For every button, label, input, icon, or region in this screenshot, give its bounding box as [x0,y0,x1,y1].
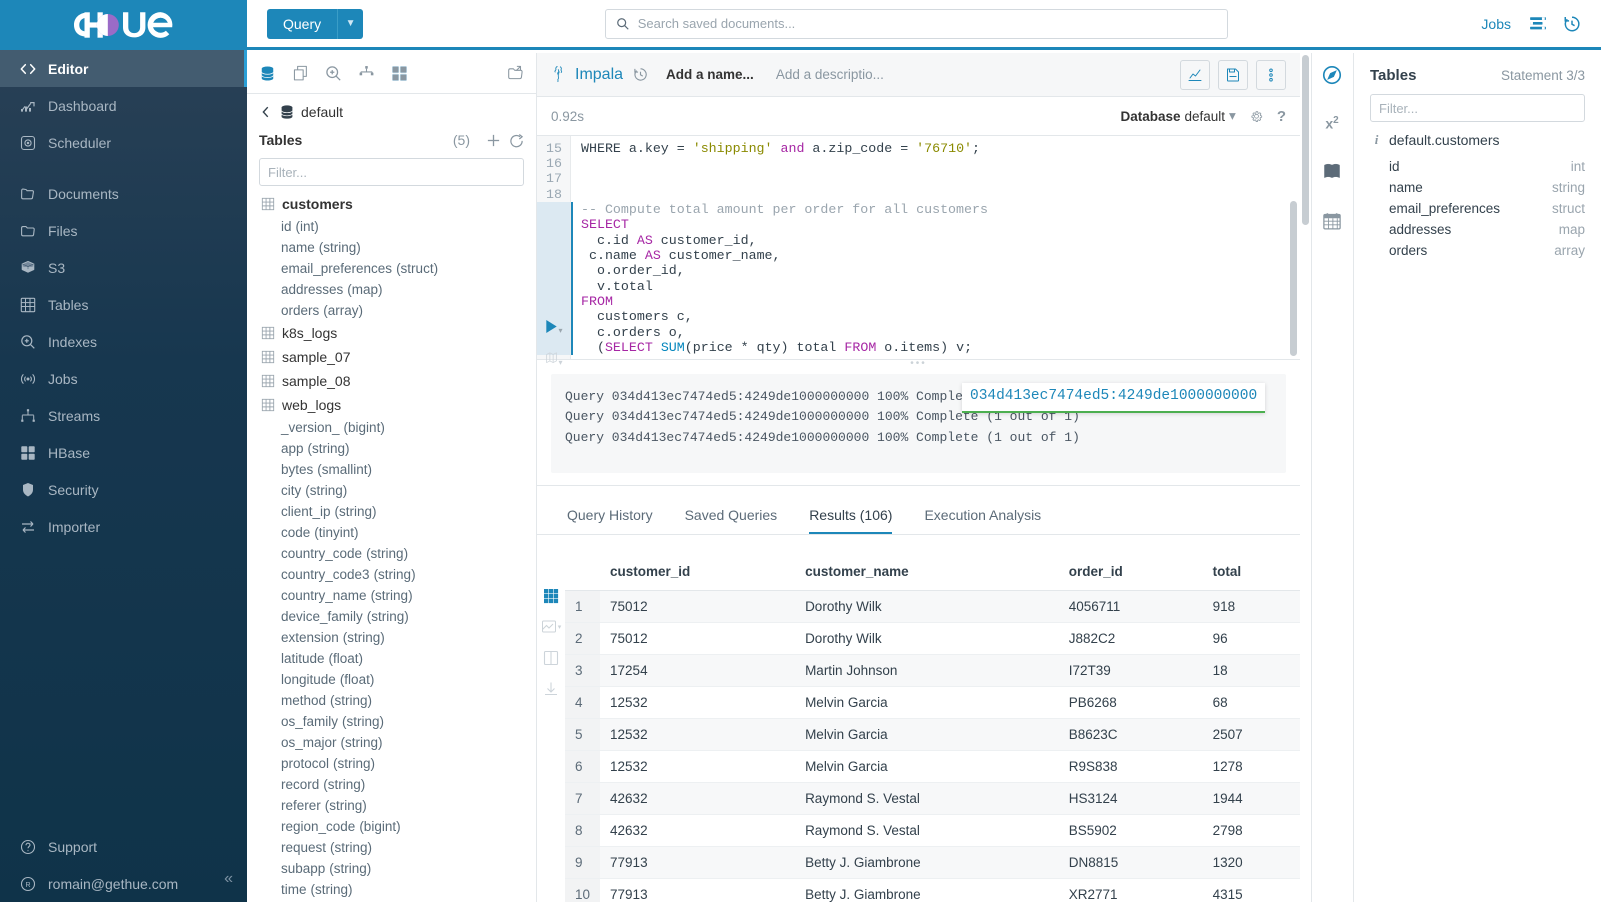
svg-text:R: R [25,881,30,888]
